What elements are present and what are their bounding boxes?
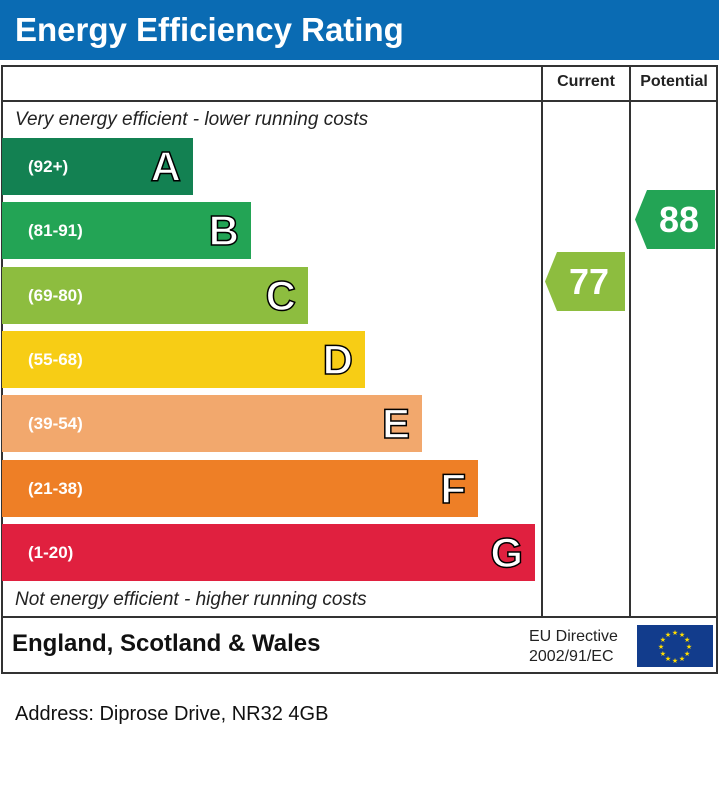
divider (629, 65, 631, 618)
band-range: (1-20) (28, 542, 74, 562)
band-range: (55-68) (28, 349, 83, 369)
current-rating-indicator: 77 (545, 252, 625, 311)
region-label: England, Scotland & Wales (12, 630, 321, 657)
band-b: (81-91) B (2, 202, 251, 260)
eu-directive: EU Directive 2002/91/EC (529, 627, 618, 667)
title-banner: Energy Efficiency Rating (0, 0, 719, 60)
potential-rating-value: 88 (658, 199, 700, 240)
star-icon: ★ (684, 650, 690, 658)
divider (1, 616, 718, 618)
band-letter: F (440, 464, 467, 513)
star-icon: ★ (679, 655, 685, 663)
band-range: (69-80) (28, 285, 83, 305)
star-icon: ★ (679, 631, 685, 639)
band-letter: B (208, 207, 240, 256)
potential-header: Potential (640, 73, 708, 90)
divider (1, 100, 718, 102)
band-g: (1-20) G (2, 523, 535, 581)
current-rating-value: 77 (568, 261, 610, 302)
band-letter: D (322, 335, 354, 384)
eu-flag-icon: ★ ★★★★★★★★★★★ (637, 625, 713, 667)
address: Address: Diprose Drive, NR32 4GB (15, 703, 329, 725)
band-c: (69-80) C (2, 266, 308, 324)
star-icon: ★ (660, 636, 666, 644)
band-range: (81-91) (28, 221, 83, 241)
star-icon: ★ (686, 643, 692, 651)
band-range: (21-38) (28, 478, 83, 498)
band-a: (92+) A (2, 138, 193, 195)
star-icon: ★ (672, 629, 678, 637)
band-d: (55-68) D (2, 330, 365, 388)
star-icon: ★ (665, 655, 671, 663)
directive-line: EU Directive (529, 628, 618, 645)
band-e: (39-54) E (2, 395, 422, 453)
star-icon: ★ (658, 643, 664, 651)
band-f: (21-38) F (2, 459, 478, 517)
current-header: Current (557, 73, 615, 90)
band-range: (39-54) (28, 414, 83, 434)
directive-number: 2002/91/EC (529, 648, 614, 665)
band-letter: C (265, 271, 297, 320)
top-note: Very energy efficient - lower running co… (15, 109, 369, 130)
star-icon: ★ (665, 631, 671, 639)
star-icon: ★ (684, 636, 690, 644)
star-icon: ★ (660, 650, 666, 658)
band-range: (92+) (28, 157, 69, 176)
band-letter: A (150, 142, 182, 191)
star-icon: ★ (672, 657, 678, 665)
band-letter: G (490, 528, 524, 577)
divider (541, 65, 543, 618)
bottom-note: Not energy efficient - higher running co… (15, 589, 367, 610)
band-letter: E (381, 399, 411, 448)
potential-rating-indicator: 88 (635, 190, 715, 249)
